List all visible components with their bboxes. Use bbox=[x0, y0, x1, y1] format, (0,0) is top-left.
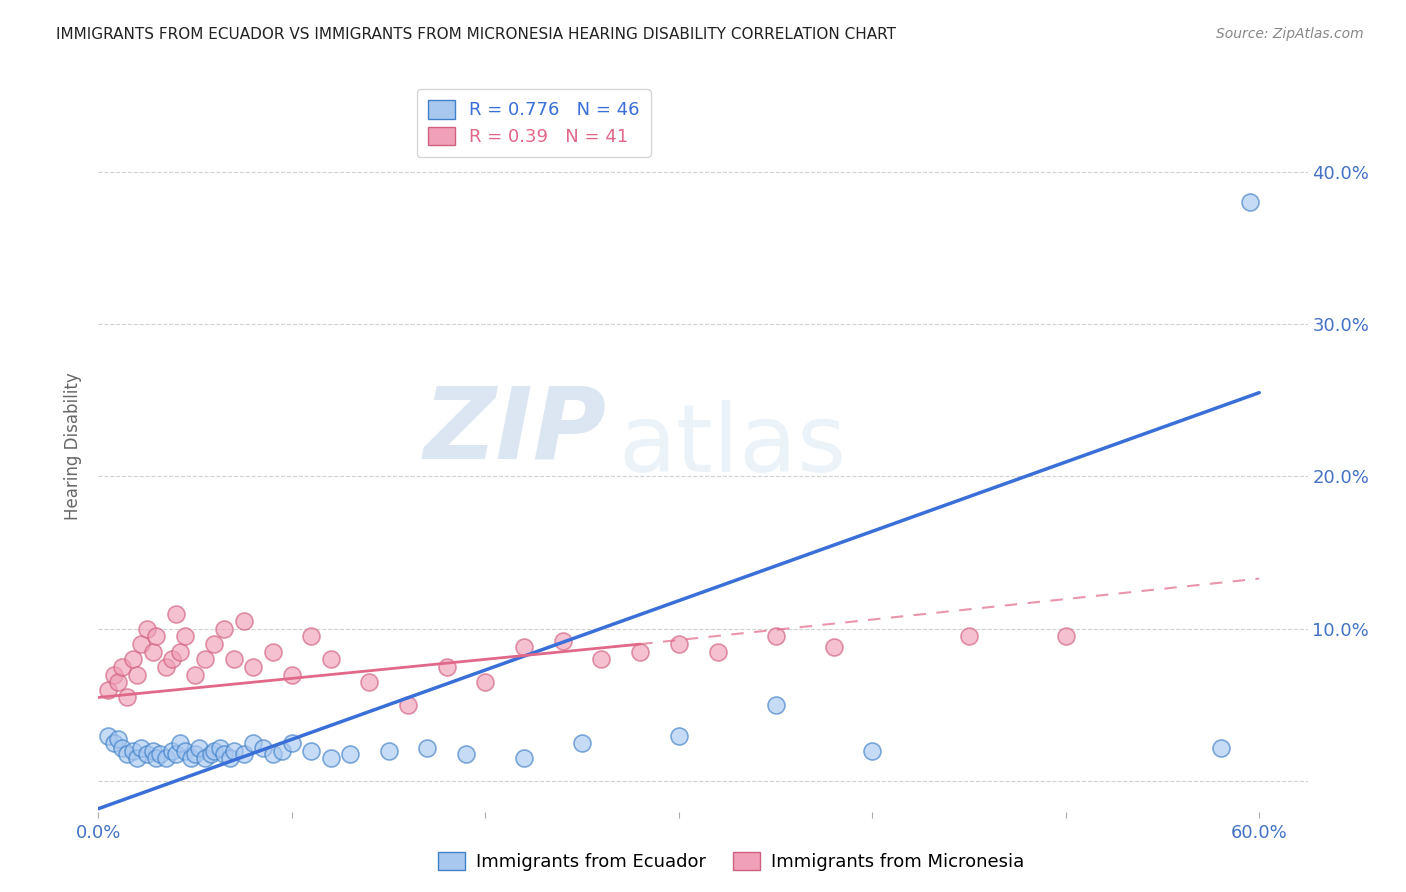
Point bbox=[252, 740, 274, 755]
Point bbox=[377, 744, 399, 758]
Point bbox=[169, 645, 191, 659]
Point bbox=[281, 667, 304, 681]
Point bbox=[222, 652, 245, 666]
Point bbox=[232, 747, 254, 761]
Point bbox=[155, 660, 177, 674]
Point bbox=[765, 698, 787, 712]
Point bbox=[117, 690, 139, 705]
Point bbox=[160, 652, 183, 666]
Point bbox=[823, 640, 845, 655]
Text: Source: ZipAtlas.com: Source: ZipAtlas.com bbox=[1216, 27, 1364, 41]
Point bbox=[160, 744, 183, 758]
Point bbox=[142, 744, 165, 758]
Point bbox=[145, 751, 167, 765]
Point bbox=[142, 645, 165, 659]
Point bbox=[957, 630, 980, 644]
Text: IMMIGRANTS FROM ECUADOR VS IMMIGRANTS FROM MICRONESIA HEARING DISABILITY CORRELA: IMMIGRANTS FROM ECUADOR VS IMMIGRANTS FR… bbox=[56, 27, 896, 42]
Point bbox=[242, 660, 264, 674]
Point bbox=[513, 640, 536, 655]
Point bbox=[571, 736, 593, 750]
Legend: R = 0.776   N = 46, R = 0.39   N = 41: R = 0.776 N = 46, R = 0.39 N = 41 bbox=[416, 89, 651, 157]
Point bbox=[454, 747, 477, 761]
Point bbox=[200, 747, 222, 761]
Point bbox=[135, 747, 157, 761]
Point bbox=[232, 614, 254, 628]
Point bbox=[184, 747, 207, 761]
Point bbox=[180, 751, 202, 765]
Point bbox=[174, 744, 197, 758]
Point bbox=[262, 747, 284, 761]
Point bbox=[396, 698, 419, 712]
Text: ZIP: ZIP bbox=[423, 383, 606, 480]
Point bbox=[668, 729, 690, 743]
Point bbox=[111, 740, 134, 755]
Point bbox=[165, 607, 187, 621]
Point bbox=[860, 744, 883, 758]
Point bbox=[1239, 195, 1261, 210]
Point bbox=[122, 652, 145, 666]
Point bbox=[129, 740, 152, 755]
Point bbox=[706, 645, 728, 659]
Point bbox=[209, 740, 232, 755]
Point bbox=[242, 736, 264, 750]
Point bbox=[212, 622, 235, 636]
Point bbox=[169, 736, 191, 750]
Point bbox=[155, 751, 177, 765]
Point bbox=[97, 729, 120, 743]
Point bbox=[281, 736, 304, 750]
Point bbox=[359, 675, 381, 690]
Point bbox=[299, 744, 322, 758]
Point bbox=[204, 744, 226, 758]
Point bbox=[97, 682, 120, 697]
Point bbox=[188, 740, 211, 755]
Point bbox=[107, 731, 129, 746]
Point bbox=[513, 751, 536, 765]
Point bbox=[416, 740, 439, 755]
Point bbox=[174, 630, 197, 644]
Point bbox=[145, 630, 167, 644]
Point bbox=[474, 675, 496, 690]
Point bbox=[1054, 630, 1077, 644]
Point bbox=[122, 744, 145, 758]
Point bbox=[551, 634, 574, 648]
Point bbox=[107, 675, 129, 690]
Point bbox=[271, 744, 294, 758]
Point bbox=[204, 637, 226, 651]
Point bbox=[129, 637, 152, 651]
Point bbox=[194, 652, 217, 666]
Point bbox=[184, 667, 207, 681]
Point bbox=[103, 667, 125, 681]
Point bbox=[591, 652, 613, 666]
Legend: Immigrants from Ecuador, Immigrants from Micronesia: Immigrants from Ecuador, Immigrants from… bbox=[430, 845, 1032, 879]
Point bbox=[299, 630, 322, 644]
Point bbox=[219, 751, 242, 765]
Point bbox=[319, 751, 342, 765]
Point bbox=[222, 744, 245, 758]
Point bbox=[127, 751, 149, 765]
Point bbox=[127, 667, 149, 681]
Point bbox=[135, 622, 157, 636]
Point bbox=[111, 660, 134, 674]
Point bbox=[165, 747, 187, 761]
Point bbox=[262, 645, 284, 659]
Point bbox=[765, 630, 787, 644]
Point bbox=[339, 747, 361, 761]
Point bbox=[628, 645, 651, 659]
Point bbox=[1209, 740, 1232, 755]
Text: atlas: atlas bbox=[619, 400, 846, 492]
Point bbox=[103, 736, 125, 750]
Point bbox=[668, 637, 690, 651]
Point bbox=[212, 747, 235, 761]
Point bbox=[149, 747, 172, 761]
Point bbox=[319, 652, 342, 666]
Point bbox=[194, 751, 217, 765]
Y-axis label: Hearing Disability: Hearing Disability bbox=[65, 372, 83, 520]
Point bbox=[117, 747, 139, 761]
Point bbox=[436, 660, 458, 674]
